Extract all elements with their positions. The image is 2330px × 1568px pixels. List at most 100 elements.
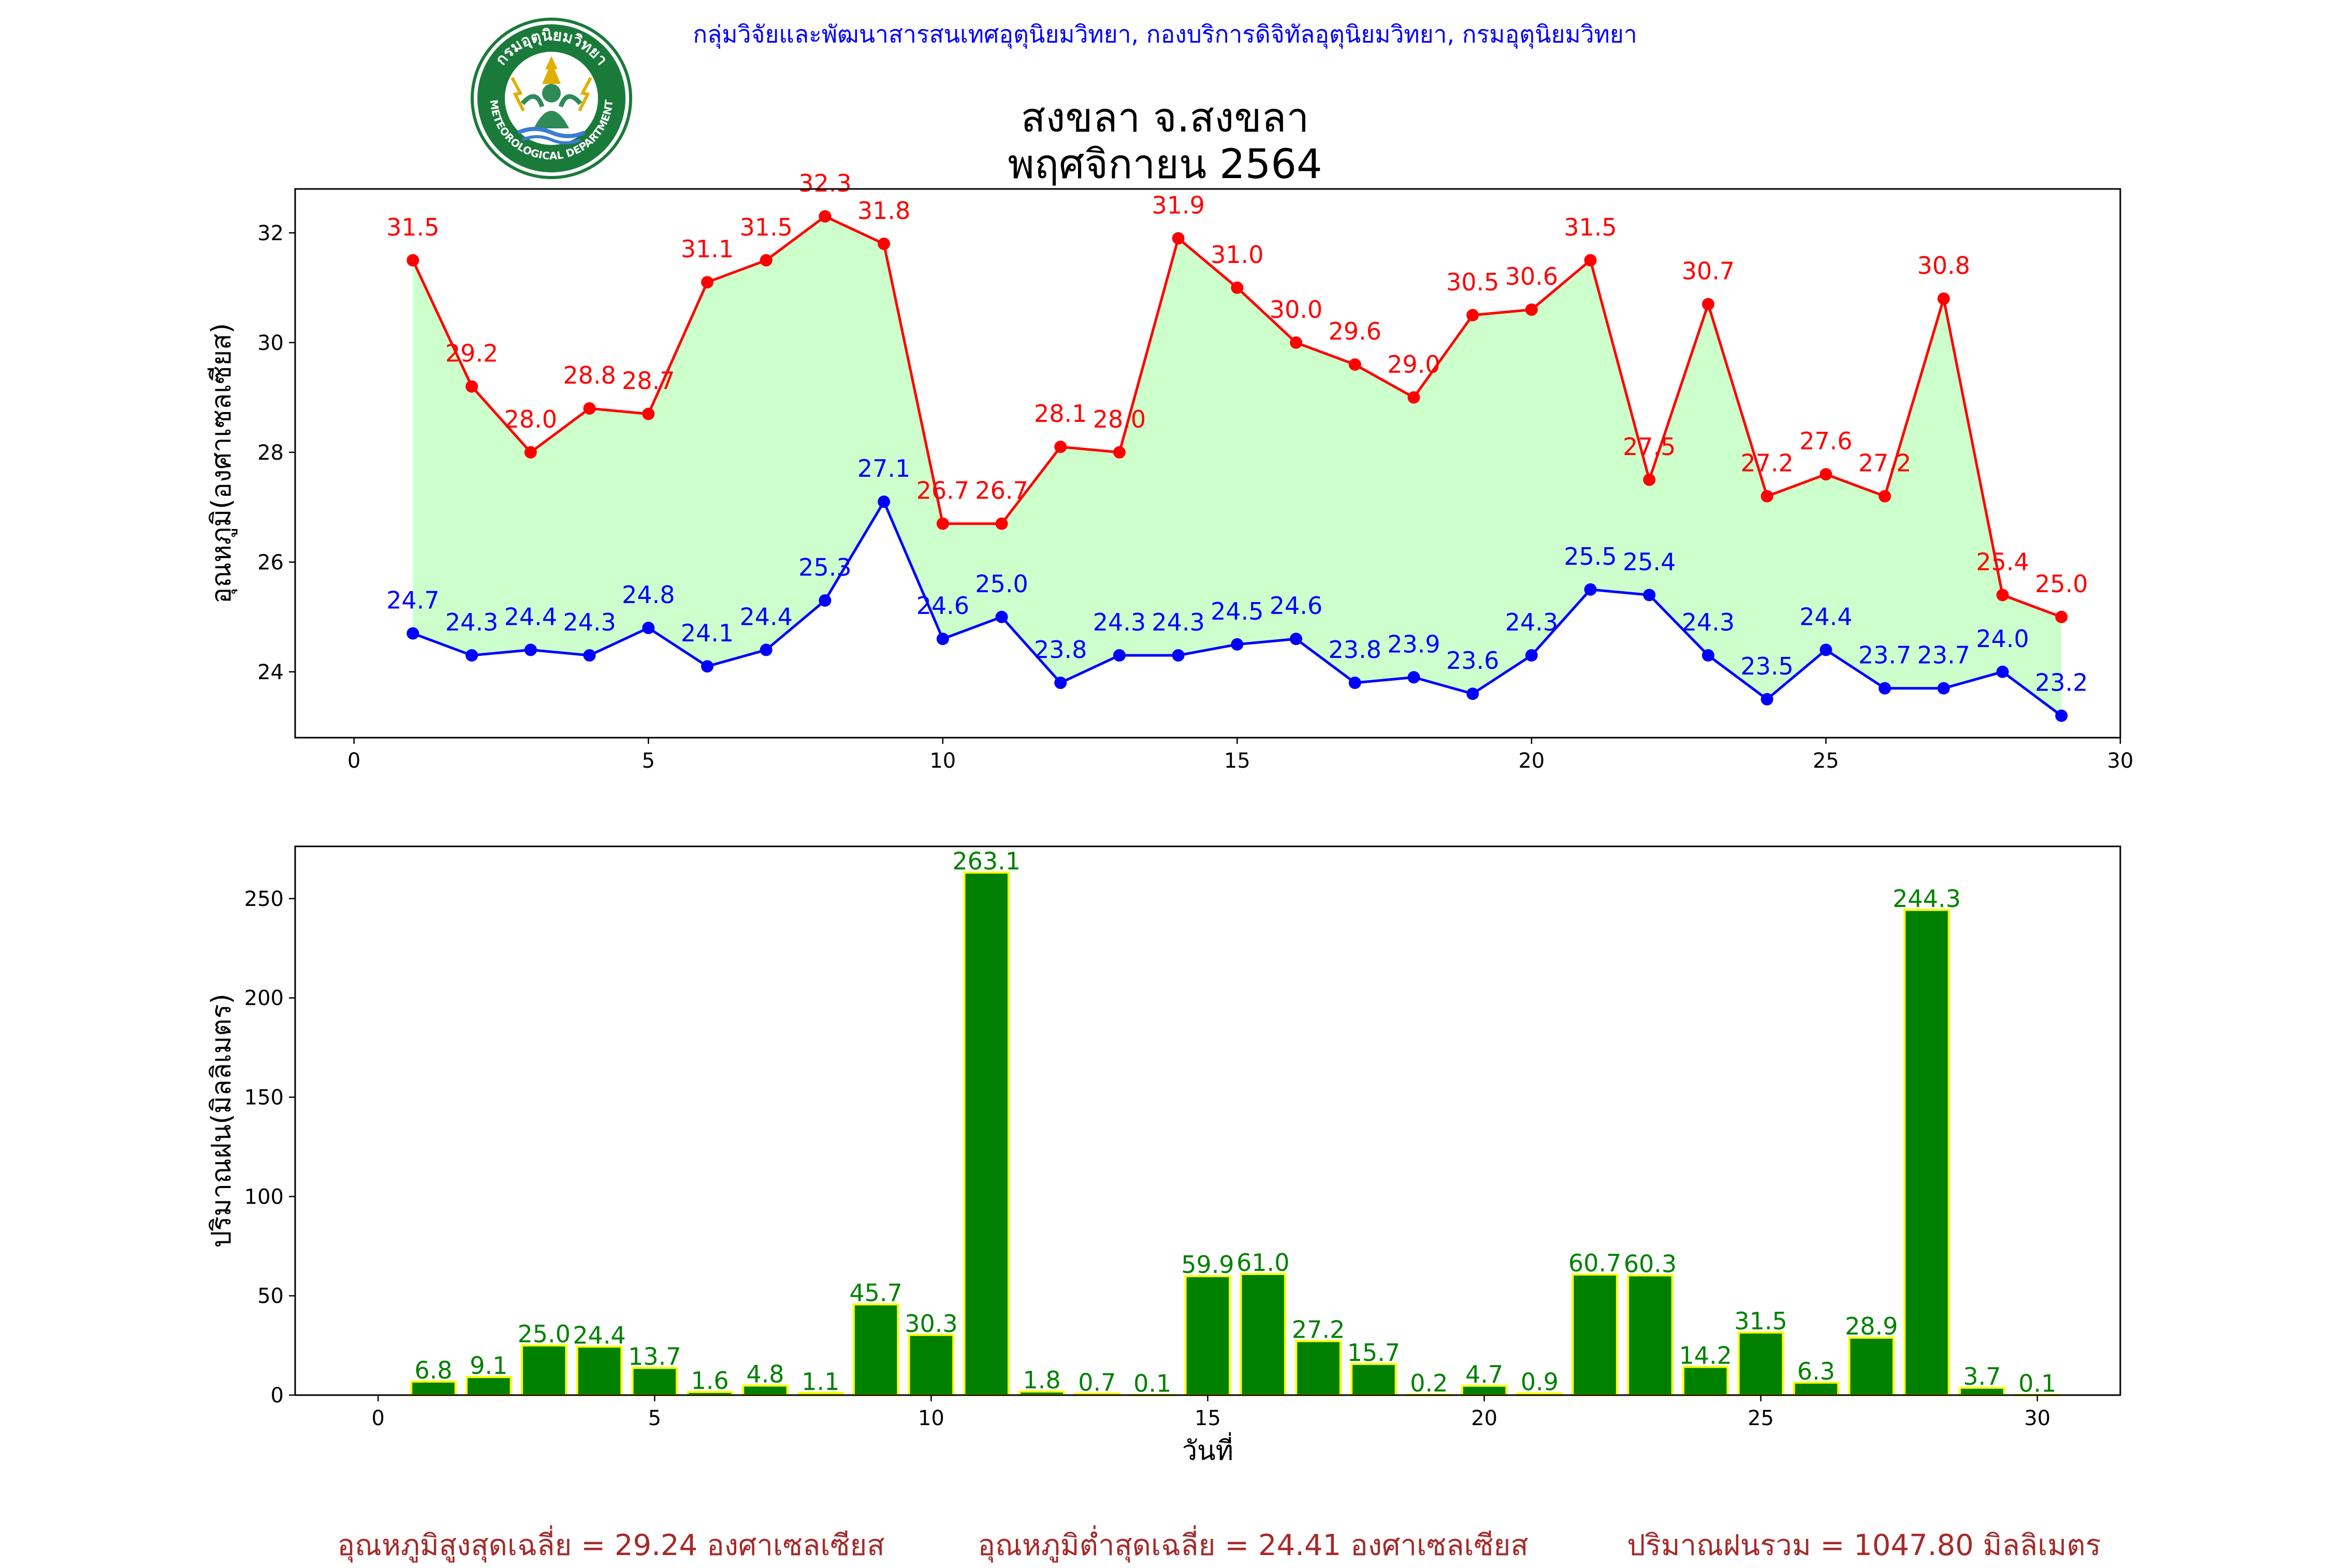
- min-temp-point: [760, 643, 773, 656]
- temp-ytick-label: 32: [257, 222, 284, 245]
- min-temp-point: [465, 649, 478, 662]
- min-temp-data-label: 24.3: [563, 608, 616, 636]
- meteorological-department-logo: กรมอุตุนิยมวิทยา METEOROLOGICAL DEPARTME…: [471, 18, 632, 179]
- min-temp-point: [406, 627, 419, 640]
- rain-data-label: 61.0: [1236, 1249, 1289, 1277]
- max-temp-point: [583, 402, 596, 415]
- rain-bar: [1682, 1366, 1729, 1396]
- max-temp-point: [819, 210, 832, 223]
- min-temp-point: [1937, 682, 1950, 695]
- rain-data-label: 25.0: [517, 1320, 570, 1348]
- max-temp-data-label: 29.0: [1387, 350, 1440, 378]
- max-temp-point: [1348, 358, 1361, 371]
- min-temp-point: [1348, 677, 1361, 689]
- max-temp-point: [1702, 298, 1715, 311]
- rain-data-label: 60.3: [1624, 1250, 1677, 1278]
- rain-xtick-label: 20: [1471, 1406, 1497, 1430]
- min-temp-point: [1113, 649, 1126, 662]
- min-temp-data-label: 23.8: [1329, 636, 1381, 664]
- max-temp-point: [936, 517, 949, 530]
- min-temp-point: [1878, 682, 1891, 695]
- total-rainfall: ปริมาณฝนรวม = 1047.80 มิลลิเมตร: [1627, 1529, 2101, 1562]
- rain-data-label: 244.3: [1892, 885, 1961, 913]
- max-temp-point: [701, 276, 713, 289]
- max-temp-point: [1172, 232, 1185, 245]
- max-temp-data-label: 32.3: [798, 169, 851, 197]
- max-temp-point: [1878, 490, 1891, 503]
- min-temp-data-label: 24.7: [386, 587, 439, 614]
- rain-data-label: 6.3: [1797, 1357, 1835, 1385]
- min-temp-point: [1643, 589, 1656, 602]
- rain-bar: [1627, 1274, 1673, 1397]
- rain-data-label: 1.1: [802, 1368, 839, 1396]
- min-temp-data-label: 24.6: [1270, 592, 1322, 620]
- min-temp-data-label: 23.7: [1917, 641, 1970, 669]
- min-temp-data-label: 24.3: [1093, 608, 1146, 636]
- min-temp-point: [2055, 709, 2068, 722]
- rain-data-label: 1.8: [1023, 1366, 1060, 1394]
- max-temp-data-label: 31.0: [1211, 241, 1263, 269]
- min-temp-data-label: 23.7: [1858, 641, 1911, 669]
- min-temp-data-label: 24.0: [1976, 625, 2029, 653]
- max-temp-data-label: 26.7: [916, 477, 969, 505]
- max-temp-data-label: 25.4: [1976, 548, 2029, 576]
- min-temp-data-label: 23.5: [1741, 652, 1794, 680]
- min-temp-data-label: 23.6: [1446, 647, 1499, 675]
- rain-bar: [631, 1367, 678, 1396]
- min-temp-point: [1172, 649, 1185, 662]
- rain-bar: [1737, 1331, 1784, 1396]
- min-temp-data-label: 25.3: [798, 553, 851, 581]
- min-temp-point: [1054, 677, 1067, 689]
- min-temp-point: [995, 610, 1008, 623]
- rain-xlabel: วันที่: [1182, 1432, 1233, 1467]
- temp-xtick-label: 5: [642, 749, 655, 773]
- rain-ytick-label: 150: [244, 1086, 284, 1110]
- period-title: พฤศจิกายน 2564: [1008, 141, 1322, 188]
- rain-ytick-label: 100: [244, 1185, 284, 1209]
- rain-data-label: 4.7: [1465, 1360, 1503, 1388]
- max-temp-point: [1819, 468, 1832, 481]
- max-temp-data-label: 30.8: [1917, 252, 1970, 280]
- max-temp-data-label: 27.2: [1858, 449, 1911, 477]
- max-temp-data-label: 28.8: [563, 361, 616, 389]
- min-temp-point: [701, 660, 713, 673]
- min-temp-data-label: 25.5: [1564, 543, 1617, 570]
- avg-max-temp: อุณหภูมิสูงสุดเฉลี่ย = 29.24 องศาเซลเซีย…: [337, 1529, 885, 1562]
- rain-data-label: 9.1: [470, 1352, 507, 1380]
- rain-bar: [576, 1345, 623, 1396]
- min-temp-point: [1760, 693, 1773, 706]
- rain-data-label: 1.6: [691, 1367, 729, 1395]
- rain-ylabel: ปริมาณฝน(มิลลิเมตร): [206, 993, 237, 1248]
- max-temp-point: [1290, 336, 1303, 349]
- max-temp-point: [524, 446, 537, 459]
- max-temp-data-label: 31.5: [1564, 213, 1617, 241]
- min-temp-data-label: 23.2: [2035, 669, 2088, 697]
- max-temp-data-label: 30.7: [1682, 257, 1735, 285]
- min-temp-data-label: 24.4: [1799, 603, 1852, 631]
- max-temp-point: [1996, 589, 2009, 602]
- rain-data-label: 0.9: [1521, 1368, 1559, 1396]
- max-temp-data-label: 25.0: [2035, 570, 2088, 598]
- max-temp-data-label: 28.0: [1093, 405, 1146, 433]
- max-temp-point: [1760, 490, 1773, 503]
- max-temp-data-label: 31.8: [857, 197, 910, 225]
- max-temp-point: [465, 380, 478, 393]
- max-temp-data-label: 27.5: [1623, 433, 1676, 461]
- min-temp-data-label: 24.3: [1152, 608, 1204, 636]
- max-temp-point: [1584, 254, 1597, 267]
- rain-data-label: 30.3: [905, 1310, 957, 1338]
- rain-bar: [1184, 1275, 1231, 1396]
- rain-data-label: 60.7: [1568, 1249, 1621, 1277]
- rain-ytick-label: 0: [271, 1384, 284, 1408]
- rain-bar: [1240, 1272, 1287, 1396]
- max-temp-data-label: 31.5: [386, 213, 439, 241]
- temp-xtick-label: 15: [1224, 749, 1250, 773]
- min-temp-point: [1819, 643, 1832, 656]
- max-temp-point: [2055, 610, 2068, 623]
- max-temp-point: [1643, 473, 1656, 486]
- min-temp-point: [936, 633, 949, 646]
- temp-ytick-label: 26: [257, 551, 284, 575]
- rain-data-label: 0.2: [1410, 1369, 1448, 1397]
- min-temp-point: [1702, 649, 1715, 662]
